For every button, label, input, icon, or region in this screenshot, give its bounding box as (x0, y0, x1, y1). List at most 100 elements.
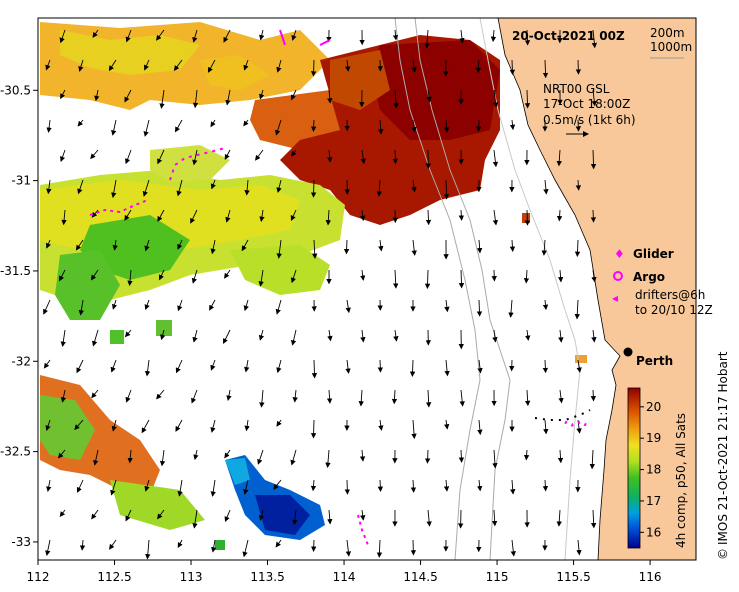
y-tick-label: -31.5 (0, 264, 31, 278)
current-arrow (242, 539, 249, 558)
current-arrow (258, 329, 265, 341)
current-arrow (177, 479, 183, 497)
current-arrow (458, 269, 465, 289)
current-arrow (542, 299, 549, 311)
current-arrow (424, 449, 431, 464)
current-arrow (290, 89, 297, 101)
argo-legend-icon (613, 271, 623, 281)
current-arrow (177, 239, 183, 250)
current-arrow (92, 29, 99, 38)
current-arrow (477, 359, 483, 374)
current-arrow (78, 299, 84, 316)
drifter-legend-label-2: to 20/10 12Z (635, 303, 713, 317)
current-arrow (345, 299, 351, 314)
current-arrow (59, 29, 66, 44)
current-arrow (144, 359, 151, 377)
current-arrow (210, 119, 216, 128)
current-arrow (77, 179, 84, 195)
current-arrow (492, 89, 499, 108)
current-arrow (376, 539, 383, 558)
current-arrow (590, 149, 597, 170)
current-arrow (543, 179, 549, 195)
current-arrow (43, 299, 51, 315)
current-arrow (144, 239, 150, 252)
current-arrow (591, 269, 597, 283)
current-arrow (223, 29, 231, 43)
x-tick-label: 115 (486, 570, 509, 584)
current-arrow (124, 329, 132, 338)
y-axis: -30.5 -31 -31.5 -32 -32.5 -33 (0, 83, 38, 549)
colorbar: 20 19 18 17 16 4h comp, p50, All Sats (627, 387, 688, 549)
current-arrow (524, 389, 531, 407)
colorbar-tick-label: 17 (646, 494, 661, 508)
current-arrow (76, 359, 84, 374)
y-tick-label: -30.5 (0, 83, 31, 97)
x-tick-label: 112 (27, 570, 50, 584)
current-arrow (112, 239, 118, 251)
current-arrow (360, 209, 366, 222)
current-arrow (312, 239, 318, 260)
current-arrow (145, 539, 151, 560)
drifter-legend-label-1: drifters@6h (635, 288, 705, 302)
current-arrow (45, 419, 51, 432)
current-arrow (110, 479, 117, 496)
current-arrow (310, 419, 317, 439)
drifter-legend-icon: ◂ (612, 291, 618, 305)
argo-legend-label: Argo (633, 270, 665, 284)
perth-marker (623, 347, 633, 357)
current-arrow (78, 59, 84, 72)
drifter-track-north (279, 29, 331, 46)
current-arrow (575, 119, 581, 132)
current-arrow (74, 419, 84, 431)
current-arrow (209, 299, 216, 311)
current-arrow (443, 479, 450, 492)
current-arrow (45, 239, 51, 249)
current-arrow (524, 89, 531, 109)
current-arrow (590, 509, 597, 529)
current-arrow (541, 239, 547, 256)
current-arrow (127, 269, 133, 287)
current-arrow (43, 359, 51, 369)
current-arrow (291, 29, 297, 41)
current-arrow (241, 239, 249, 252)
current-arrow (327, 89, 333, 104)
current-arrow (310, 59, 317, 77)
current-arrow (411, 179, 417, 193)
current-arrow (224, 509, 231, 523)
contour-legend-200m: 200m (650, 26, 685, 40)
current-arrow (310, 119, 317, 132)
current-arrow (510, 479, 516, 495)
current-arrow (90, 269, 99, 281)
drifter-track-south (357, 514, 369, 546)
current-arrow (125, 149, 132, 165)
current-arrow (574, 239, 581, 258)
current-arrow (378, 419, 384, 431)
current-arrow (327, 509, 333, 525)
current-arrow (192, 329, 198, 343)
current-arrow (93, 449, 99, 466)
current-arrow (160, 329, 166, 341)
current-arrow (258, 509, 265, 521)
current-arrow (157, 149, 165, 165)
current-arrow (558, 389, 564, 404)
current-arrow (426, 509, 432, 527)
current-arrow (243, 119, 249, 127)
current-arrow (576, 539, 582, 556)
current-arrow (590, 389, 597, 402)
current-arrow (325, 449, 331, 469)
current-arrow (273, 479, 282, 490)
current-arrow (210, 179, 216, 190)
current-arrow (259, 209, 265, 222)
current-arrow (159, 269, 165, 281)
current-arrow (91, 509, 99, 520)
current-arrow (543, 419, 549, 435)
x-tick-label: 112.5 (97, 570, 131, 584)
current-arrow (60, 89, 66, 100)
x-tick-label: 114 (333, 570, 356, 584)
current-arrow (523, 449, 530, 461)
colorbar-tick-label: 18 (646, 463, 661, 477)
current-arrow (275, 299, 282, 315)
current-arrow (276, 59, 282, 73)
